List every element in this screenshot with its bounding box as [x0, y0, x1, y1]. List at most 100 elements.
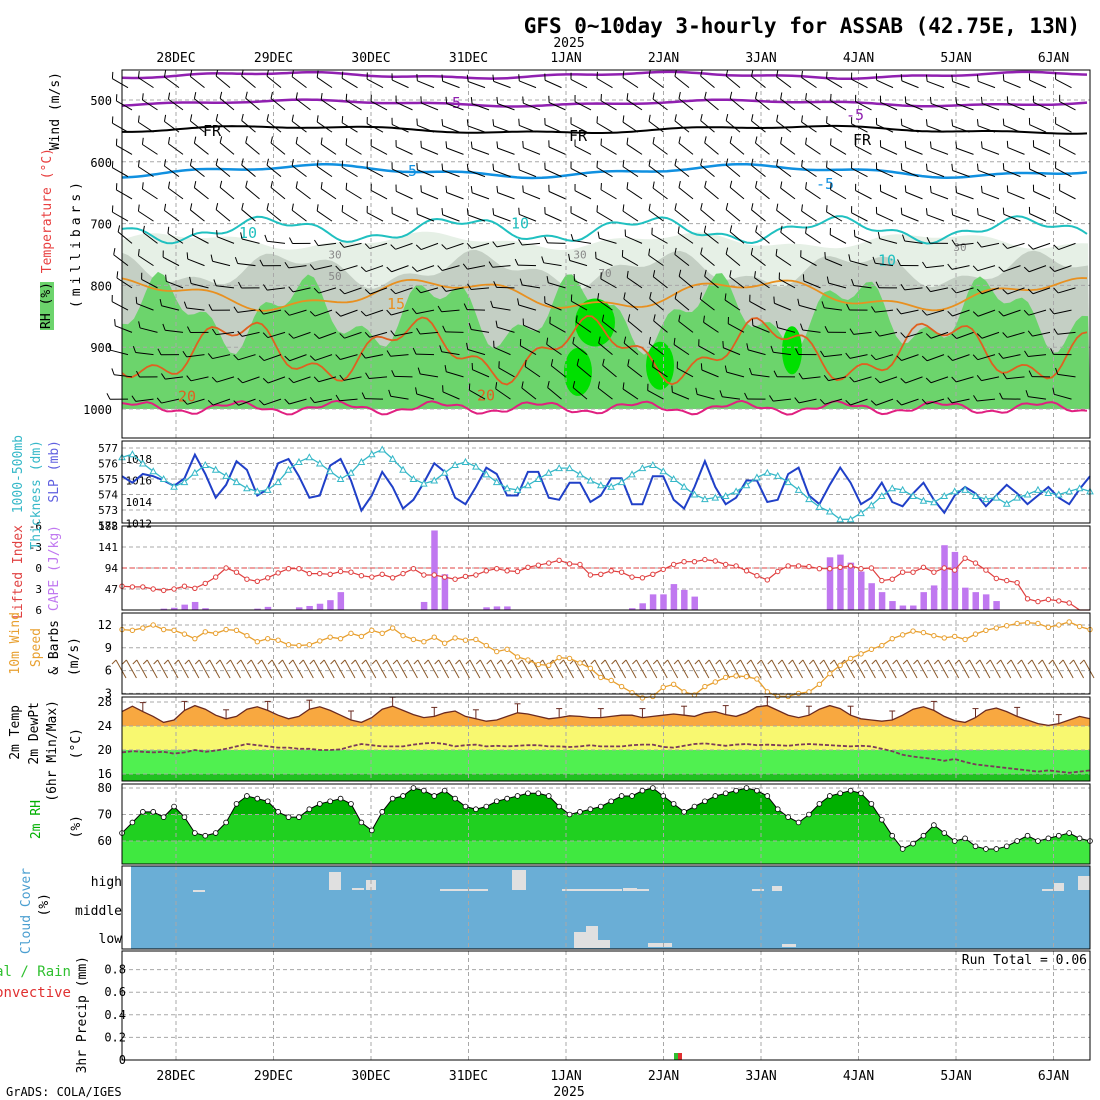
- barb-flag: [189, 114, 193, 122]
- rh2m-point: [702, 798, 708, 805]
- barb-flag: [722, 341, 724, 348]
- barb-shaft: [627, 320, 643, 333]
- barb-shaft: [168, 187, 184, 200]
- barb-shaft: [648, 209, 664, 222]
- li-point: [171, 586, 177, 592]
- wind10-barb: [944, 659, 960, 679]
- li-point: [608, 568, 614, 574]
- upper-wind-barb: [1002, 372, 1025, 380]
- barb-flag: [284, 355, 290, 362]
- barb-shaft: [271, 659, 283, 679]
- thickness-point: [1054, 490, 1063, 498]
- barb-shaft: [146, 659, 158, 679]
- cloud-cover-bar: [562, 889, 622, 891]
- upper-wind-barb: [676, 361, 694, 378]
- barb-flag: [1053, 328, 1059, 335]
- bottom-date-label: 1JAN: [550, 1069, 581, 1084]
- top-date-label: 1JAN: [550, 51, 581, 66]
- upper-wind-barb: [316, 204, 333, 222]
- barb-shaft: [930, 331, 949, 339]
- li-point: [629, 574, 635, 580]
- barb-flag: [954, 659, 960, 665]
- li-point: [847, 563, 854, 569]
- barb-flag: [189, 276, 192, 284]
- cape-bar: [202, 608, 209, 610]
- wind10-barb: [194, 659, 210, 679]
- li-point: [546, 560, 552, 566]
- barb-flag: [700, 247, 703, 255]
- barb-shaft: [905, 191, 923, 200]
- barb-shaft: [722, 396, 741, 400]
- barb-shaft: [369, 331, 388, 338]
- cloud-cover-bar: [352, 888, 364, 890]
- barb-shaft: [698, 659, 710, 679]
- wind10-barb: [278, 659, 293, 679]
- upper-wind-barb: [1023, 309, 1047, 316]
- barb-flag: [257, 659, 263, 665]
- rh2m-point: [525, 790, 531, 797]
- wind-speed-point: [754, 676, 760, 682]
- upper-wind-barb: [801, 70, 817, 89]
- barb-flag: [900, 283, 906, 291]
- li-point: [494, 566, 500, 572]
- top-date-label: 5JAN: [940, 51, 971, 66]
- upper-wind-barb: [470, 141, 490, 155]
- li-point: [254, 578, 261, 584]
- barb-shaft: [219, 659, 231, 679]
- upper-wind-barb: [488, 261, 511, 268]
- barb-shaft: [492, 306, 511, 311]
- barb-shaft: [216, 285, 235, 289]
- upper-wind-barb: [439, 345, 460, 356]
- upper-wind-barb: [496, 141, 515, 155]
- upper-wind-barb: [496, 96, 515, 111]
- upper-wind-barb: [775, 320, 796, 333]
- upper-wind-barb: [493, 340, 511, 356]
- barb-flag: [896, 308, 902, 315]
- wind10-barb: [392, 659, 408, 679]
- barb-shaft: [626, 99, 643, 111]
- barb-shaft: [544, 79, 562, 89]
- cape-bar: [264, 606, 272, 610]
- barb-flag: [141, 137, 144, 145]
- upper-wind-barb: [674, 203, 690, 222]
- barb-shaft: [219, 186, 235, 200]
- top-date-label: 6JAN: [1038, 51, 1069, 66]
- wind10-barb: [673, 659, 689, 679]
- cloud-ylabel-1: Cloud Cover: [19, 868, 34, 954]
- barb-flag: [527, 659, 533, 665]
- thickness-point: [222, 471, 230, 479]
- barb-flag: [1028, 73, 1031, 81]
- wind10-barb: [1038, 659, 1053, 679]
- barb-flag: [727, 317, 729, 324]
- barb-shaft: [704, 142, 719, 155]
- barb-shaft: [237, 262, 256, 267]
- upper-wind-barb: [339, 374, 362, 381]
- barb-shaft: [267, 376, 286, 384]
- upper-wind-barb: [925, 331, 949, 339]
- upper-wind-barb: [622, 382, 639, 400]
- barb-flag: [111, 116, 114, 124]
- barb-shaft: [420, 373, 439, 378]
- barb-shaft: [467, 170, 486, 178]
- upper-wind-barb: [466, 163, 486, 178]
- barb-shaft: [677, 659, 689, 679]
- li-point: [931, 569, 937, 575]
- barb-shaft: [519, 169, 537, 178]
- barb-shaft: [167, 233, 184, 244]
- cape-tick-label: 188: [98, 520, 118, 533]
- barb-shaft: [674, 75, 690, 89]
- barb-shaft: [493, 346, 511, 356]
- rh2m-point: [879, 816, 885, 823]
- barb-flag: [703, 315, 705, 323]
- thick-ylabel-3: SLP (mb): [47, 440, 62, 503]
- barb-flag: [651, 227, 653, 235]
- upper-wind-barb: [234, 257, 256, 267]
- barb-flag: [676, 361, 678, 369]
- upper-wind-barb: [212, 328, 235, 336]
- barb-shaft: [825, 258, 843, 267]
- barb-shaft: [1003, 169, 1021, 178]
- barb-flag: [704, 659, 710, 665]
- upper-wind-barb: [496, 185, 515, 200]
- barb-shaft: [267, 287, 286, 291]
- barb-flag: [131, 395, 137, 402]
